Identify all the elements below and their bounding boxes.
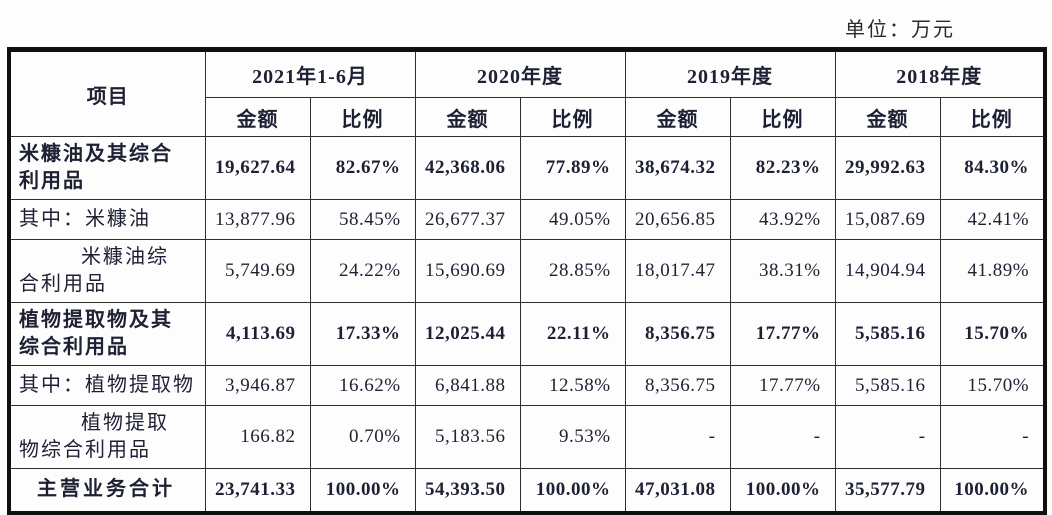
cell-value: 100.00%	[939, 468, 1046, 513]
cell-value: 15.70%	[939, 302, 1046, 366]
period-header-2019: 2019年度	[624, 49, 836, 98]
table-row: 植物提取 物综合利用品 166.82 0.70% 5,183.56 9.53% - - - -	[8, 405, 1046, 469]
period-header-2018: 2018年度	[834, 49, 1046, 98]
cell-value: 5,585.16	[834, 302, 941, 366]
cell-value: 15,690.69	[414, 239, 521, 303]
row-label: 植物提取 物综合利用品	[8, 405, 206, 469]
main-business-revenue-table: 项目 2021年1-6月 2020年度 2019年度 2018年度 金额 比例 …	[7, 47, 1048, 515]
cell-value: 35,577.79	[834, 468, 941, 513]
cell-value: 19,627.64	[204, 136, 311, 200]
table-row: 主营业务合计 23,741.33 100.00% 54,393.50 100.00% 47…	[8, 468, 1046, 513]
cell-value: 5,585.16	[834, 365, 941, 406]
cell-value: 17.77%	[729, 302, 836, 366]
row-label: 植物提取物及其 综合利用品	[8, 302, 206, 366]
cell-value: 15.70%	[939, 365, 1046, 406]
ratio-header: 比例	[519, 97, 626, 137]
cell-value: -	[729, 405, 836, 469]
ratio-header: 比例	[939, 97, 1046, 137]
table-row: 其中：米糠油 13,877.96 58.45% 26,677.37 49.05% 20,6…	[8, 199, 1046, 240]
cell-value: 5,183.56	[414, 405, 521, 469]
cell-value: 43.92%	[729, 199, 836, 240]
cell-value: 5,749.69	[204, 239, 311, 303]
cell-value: 16.62%	[309, 365, 416, 406]
cell-value: 17.77%	[729, 365, 836, 406]
cell-value: 0.70%	[309, 405, 416, 469]
ratio-header: 比例	[309, 97, 416, 137]
row-label: 主营业务合计	[8, 468, 206, 513]
cell-value: 49.05%	[519, 199, 626, 240]
table-row: 米糠油综 合利用品 5,749.69 24.22% 15,690.69 28.85% 18…	[8, 239, 1046, 303]
cell-value: 20,656.85	[624, 199, 731, 240]
cell-value: 47,031.08	[624, 468, 731, 513]
cell-value: 12,025.44	[414, 302, 521, 366]
cell-value: 100.00%	[309, 468, 416, 513]
cell-value: -	[834, 405, 941, 469]
row-label: 其中：植物提取物	[8, 365, 206, 406]
cell-value: 17.33%	[309, 302, 416, 366]
cell-value: 166.82	[204, 405, 311, 469]
cell-value: 15,087.69	[834, 199, 941, 240]
unit-label: 单位：万元	[845, 19, 955, 41]
cell-value: 42,368.06	[414, 136, 521, 200]
cell-value: 8,356.75	[624, 365, 731, 406]
row-label: 米糠油综 合利用品	[8, 239, 206, 303]
cell-value: -	[624, 405, 731, 469]
cell-value: 3,946.87	[204, 365, 311, 406]
header-row-measures: 金额 比例 金额 比例 金额 比例 金额 比例	[9, 97, 1046, 137]
cell-value: 23,741.33	[204, 468, 311, 513]
cell-value: 54,393.50	[414, 468, 521, 513]
amount-header: 金额	[414, 97, 521, 137]
period-header-2021h1: 2021年1-6月	[204, 49, 416, 98]
cell-value: 9.53%	[519, 405, 626, 469]
cell-value: 14,904.94	[834, 239, 941, 303]
table-row: 其中：植物提取物 3,946.87 16.62% 6,841.88 12.58% 8,35…	[8, 365, 1046, 406]
cell-value: 100.00%	[519, 468, 626, 513]
cell-value: 84.30%	[939, 136, 1046, 200]
period-header-2020: 2020年度	[414, 49, 626, 98]
item-column-header: 项目	[8, 49, 206, 137]
cell-value: 8,356.75	[624, 302, 731, 366]
amount-header: 金额	[834, 97, 941, 137]
header-row-periods: 项目 2021年1-6月 2020年度 2019年度 2018年度	[8, 49, 1046, 137]
cell-value: 24.22%	[309, 239, 416, 303]
row-label: 米糠油及其综合 利用品	[8, 136, 206, 200]
cell-value: 38,674.32	[624, 136, 731, 200]
cell-value: 42.41%	[939, 199, 1046, 240]
ratio-header: 比例	[729, 97, 836, 137]
cell-value: 12.58%	[519, 365, 626, 406]
cell-value: 28.85%	[519, 239, 626, 303]
cell-value: -	[939, 405, 1046, 469]
cell-value: 13,877.96	[204, 199, 311, 240]
cell-value: 38.31%	[729, 239, 836, 303]
cell-value: 18,017.47	[624, 239, 731, 303]
cell-value: 29,992.63	[834, 136, 941, 200]
cell-value: 82.67%	[309, 136, 416, 200]
cell-value: 4,113.69	[204, 302, 311, 366]
cell-value: 41.89%	[939, 239, 1046, 303]
cell-value: 6,841.88	[414, 365, 521, 406]
table-row: 植物提取物及其 综合利用品 4,113.69 17.33% 12,025.44 22.1…	[8, 302, 1046, 366]
row-label: 其中：米糠油	[8, 199, 206, 240]
table-row: 米糠油及其综合 利用品 19,627.64 82.67% 42,368.06 77.89…	[8, 136, 1046, 200]
amount-header: 金额	[624, 97, 731, 137]
cell-value: 58.45%	[309, 199, 416, 240]
cell-value: 100.00%	[729, 468, 836, 513]
cell-value: 22.11%	[519, 302, 626, 366]
cell-value: 77.89%	[519, 136, 626, 200]
cell-value: 26,677.37	[414, 199, 521, 240]
cell-value: 82.23%	[729, 136, 836, 200]
amount-header: 金额	[204, 97, 311, 137]
